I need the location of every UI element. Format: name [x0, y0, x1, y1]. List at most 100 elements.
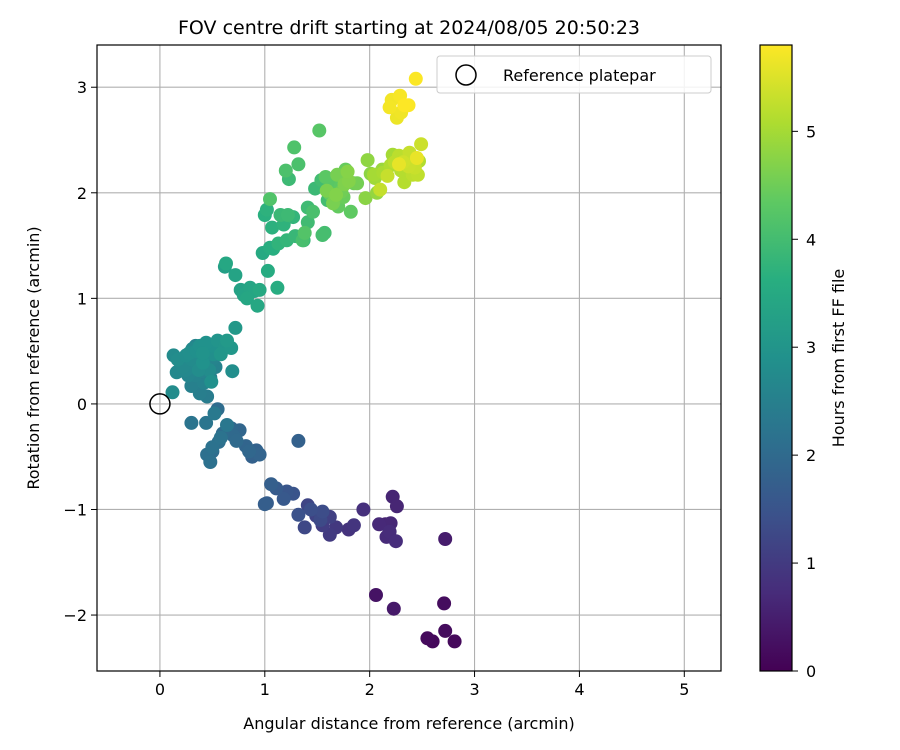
data-point	[437, 596, 452, 611]
data-point	[260, 263, 275, 278]
data-point	[300, 215, 315, 230]
data-point	[213, 430, 228, 445]
data-point	[219, 256, 233, 271]
data-point	[291, 433, 306, 448]
data-point	[343, 204, 358, 219]
data-point	[257, 497, 272, 512]
data-point	[203, 455, 218, 469]
data-point	[225, 364, 240, 379]
x-tick-label: 1	[260, 680, 270, 699]
data-point	[278, 163, 293, 178]
data-point	[252, 282, 267, 297]
y-tick-label: 2	[77, 184, 87, 203]
data-point	[372, 517, 387, 532]
data-point	[312, 123, 327, 138]
grid	[97, 45, 721, 671]
data-point	[263, 192, 277, 207]
data-point	[329, 187, 344, 202]
y-tick-label: 3	[77, 78, 87, 97]
data-point	[382, 100, 397, 115]
data-point	[228, 268, 243, 283]
colorbar-frame	[759, 44, 793, 672]
x-tick-label: 4	[574, 680, 584, 699]
colorbar-tick-label: 0	[806, 662, 816, 681]
data-point	[242, 444, 257, 459]
data-point	[250, 298, 265, 313]
colorbar: 0 1 2 3 4 5 Hours from first FF file	[759, 44, 848, 681]
data-point	[392, 157, 406, 172]
data-point	[356, 502, 371, 517]
data-point	[207, 406, 222, 421]
data-point	[303, 502, 318, 517]
chart-title: FOV centre drift starting at 2024/08/05 …	[178, 17, 640, 39]
data-point	[205, 440, 220, 455]
colorbar-tick-label: 5	[806, 122, 816, 141]
data-point	[199, 335, 214, 350]
colorbar-gradient	[760, 45, 792, 671]
data-point	[315, 228, 330, 242]
legend-box	[436, 55, 712, 94]
data-point	[409, 151, 424, 165]
legend: Reference platepar	[436, 55, 712, 94]
data-point	[389, 499, 404, 514]
y-tick-label: −2	[63, 606, 87, 625]
data-point	[259, 202, 274, 217]
data-point	[291, 507, 306, 522]
data-points	[165, 71, 462, 649]
data-point	[213, 347, 228, 362]
data-point	[165, 385, 180, 400]
data-point	[199, 415, 214, 430]
colorbar-tick-label: 2	[806, 446, 816, 465]
data-point	[184, 415, 199, 430]
colorbar-tick-label: 1	[806, 554, 816, 573]
colorbar-label: Hours from first FF file	[829, 269, 848, 448]
data-point	[346, 518, 361, 533]
data-point	[270, 280, 285, 295]
data-point	[276, 491, 291, 506]
data-point	[220, 333, 234, 348]
data-point	[265, 220, 280, 235]
data-point	[386, 601, 401, 616]
data-point	[291, 157, 306, 172]
data-point	[280, 208, 295, 222]
y-axis-label: Rotation from reference (arcmin)	[24, 226, 43, 489]
data-point	[340, 164, 355, 179]
data-point	[287, 140, 302, 155]
colorbar-tick-label: 3	[806, 338, 816, 357]
x-tick-label: 3	[469, 680, 479, 699]
data-point	[184, 379, 199, 393]
data-point	[360, 153, 375, 168]
y-tick-label: −1	[63, 500, 87, 519]
data-point	[358, 191, 373, 206]
legend-entry-reference: Reference platepar	[503, 66, 656, 85]
data-point	[397, 98, 412, 113]
data-point	[322, 527, 337, 542]
data-point	[297, 520, 312, 535]
data-point	[373, 182, 388, 197]
data-point	[388, 534, 403, 549]
data-point	[408, 71, 423, 86]
data-point	[297, 225, 312, 240]
x-tick-label: 2	[365, 680, 375, 699]
data-point	[369, 588, 383, 602]
y-axis-ticks: −2 −1 0 1 2 3	[63, 78, 97, 625]
data-point	[447, 634, 462, 649]
data-point	[195, 346, 210, 361]
data-point	[264, 477, 279, 492]
x-tick-label: 5	[679, 680, 689, 699]
data-point	[438, 532, 453, 546]
data-point	[318, 170, 333, 184]
x-axis-ticks: 0 1 2 3 4 5	[155, 671, 689, 699]
reference-point-marker	[149, 393, 171, 415]
plot-frame	[96, 44, 722, 672]
x-axis-label: Angular distance from reference (arcmin)	[243, 714, 574, 733]
data-point	[229, 433, 244, 448]
data-point	[414, 137, 429, 152]
data-point	[240, 291, 254, 306]
y-tick-label: 1	[77, 289, 87, 308]
data-point	[420, 631, 435, 646]
data-point	[204, 374, 219, 389]
data-point	[315, 504, 330, 519]
